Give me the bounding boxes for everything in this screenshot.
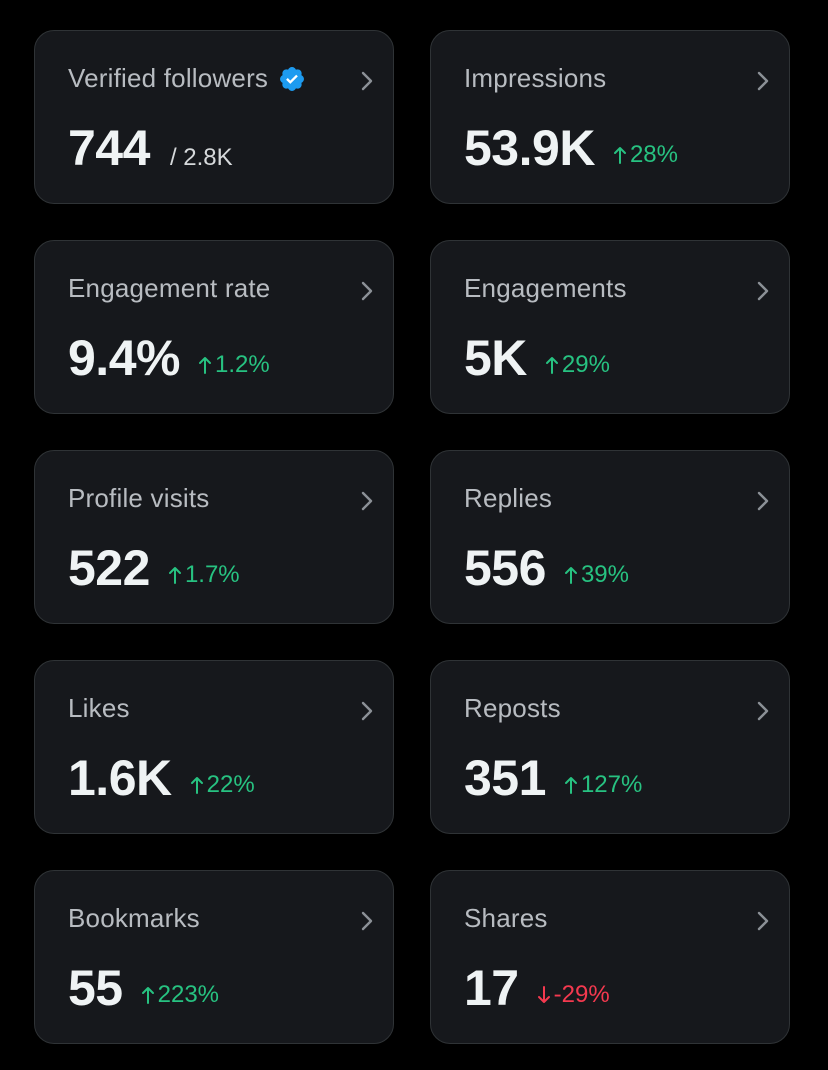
arrow-up-icon <box>190 777 203 794</box>
change-value: 39% <box>580 561 629 588</box>
chevron-right-icon[interactable] <box>755 909 771 933</box>
card-value: 17 <box>464 960 519 1016</box>
card-engagements[interactable]: Engagements 5K 29% <box>430 240 790 414</box>
change-value: 127% <box>580 771 643 798</box>
card-impressions[interactable]: Impressions 53.9K 28% <box>430 30 790 204</box>
change-indicator: 29% <box>545 351 610 379</box>
change-indicator: 127% <box>564 771 642 799</box>
card-shares[interactable]: Shares 17 -29% <box>430 870 790 1044</box>
verified-badge-icon <box>278 65 306 93</box>
change-indicator: 28% <box>613 141 678 169</box>
chevron-right-icon[interactable] <box>755 69 771 93</box>
change-indicator: 22% <box>190 771 255 799</box>
arrow-down-icon <box>537 986 550 1003</box>
change-value: 29% <box>561 351 610 378</box>
card-title: Engagement rate <box>68 273 271 303</box>
change-indicator: 223% <box>141 981 219 1009</box>
card-value: 5K <box>464 330 527 386</box>
change-value: 28% <box>629 141 678 168</box>
chevron-right-icon[interactable] <box>359 699 375 723</box>
change-value: -29% <box>553 981 610 1008</box>
arrow-up-icon <box>545 357 558 374</box>
change-value: 22% <box>206 771 255 798</box>
chevron-right-icon[interactable] <box>755 699 771 723</box>
arrow-up-icon <box>141 987 154 1004</box>
card-engagement-rate[interactable]: Engagement rate 9.4% 1.2% <box>34 240 394 414</box>
change-indicator: -29% <box>537 981 610 1009</box>
card-title: Bookmarks <box>68 903 200 933</box>
card-verified-followers[interactable]: Verified followers 744 / 2.8K <box>34 30 394 204</box>
card-bookmarks[interactable]: Bookmarks 55 223% <box>34 870 394 1044</box>
arrow-up-icon <box>564 777 577 794</box>
card-title: Verified followers <box>68 63 269 93</box>
card-value: 351 <box>464 750 546 806</box>
card-reposts[interactable]: Reposts 351 127% <box>430 660 790 834</box>
change-value: 1.7% <box>184 561 240 588</box>
chevron-right-icon[interactable] <box>359 489 375 513</box>
card-profile-visits[interactable]: Profile visits 522 1.7% <box>34 450 394 624</box>
card-title: Shares <box>464 903 548 933</box>
chevron-right-icon[interactable] <box>359 279 375 303</box>
card-title: Replies <box>464 483 553 513</box>
arrow-up-icon <box>168 567 181 584</box>
arrow-up-icon <box>198 357 211 374</box>
card-title: Impressions <box>464 63 607 93</box>
card-title: Likes <box>68 693 130 723</box>
chevron-right-icon[interactable] <box>359 909 375 933</box>
arrow-up-icon <box>564 567 577 584</box>
chevron-right-icon[interactable] <box>359 69 375 93</box>
card-value: 522 <box>68 540 150 596</box>
change-value: 1.2% <box>214 351 270 378</box>
card-value: 556 <box>464 540 546 596</box>
change-indicator: 1.7% <box>168 561 240 589</box>
change-indicator: 1.2% <box>198 351 270 379</box>
card-title: Profile visits <box>68 483 210 513</box>
card-title: Engagements <box>464 273 627 303</box>
card-value: 55 <box>68 960 123 1016</box>
card-value: 744 <box>68 120 150 176</box>
card-replies[interactable]: Replies 556 39% <box>430 450 790 624</box>
change-indicator: 39% <box>564 561 629 589</box>
card-likes[interactable]: Likes 1.6K 22% <box>34 660 394 834</box>
arrow-up-icon <box>613 147 626 164</box>
chevron-right-icon[interactable] <box>755 279 771 303</box>
chevron-right-icon[interactable] <box>755 489 771 513</box>
card-subvalue: / 2.8K <box>169 144 233 171</box>
card-value: 53.9K <box>464 120 595 176</box>
card-title: Reposts <box>464 693 561 723</box>
change-value: 223% <box>157 981 220 1008</box>
card-value: 1.6K <box>68 750 172 806</box>
card-value: 9.4% <box>68 330 180 386</box>
